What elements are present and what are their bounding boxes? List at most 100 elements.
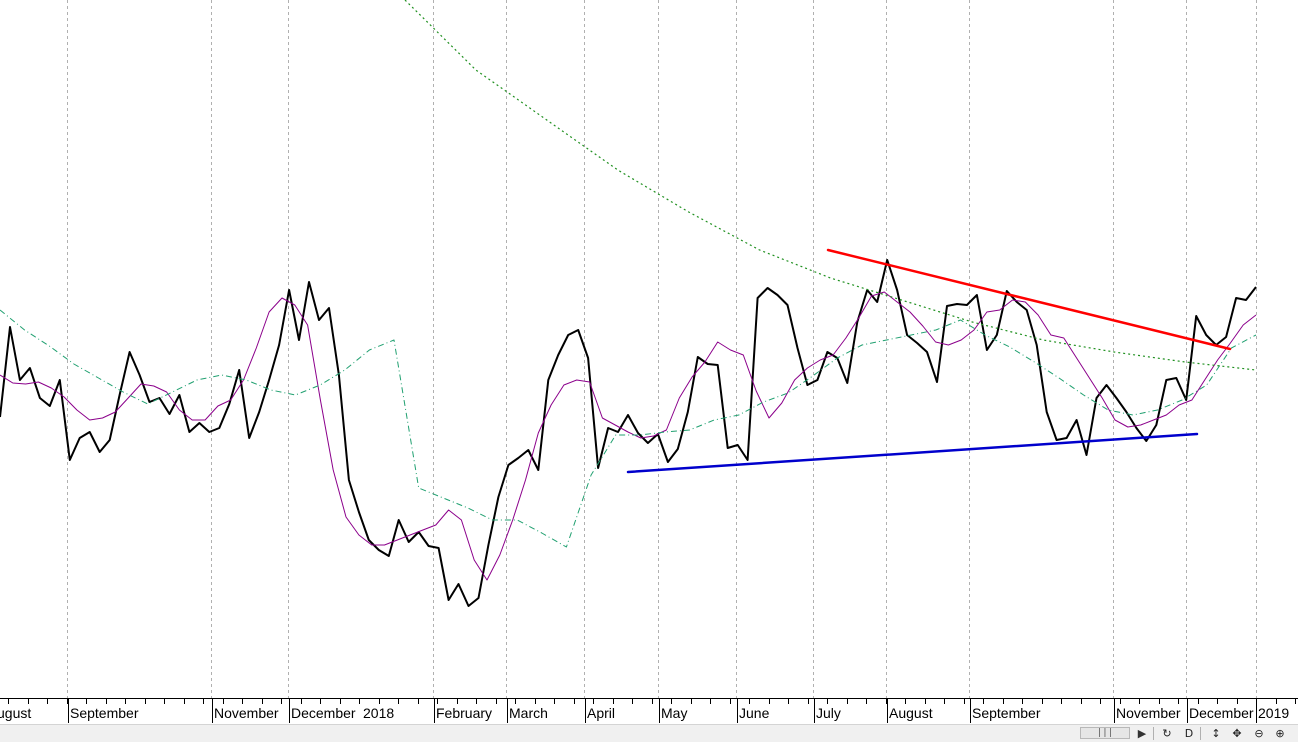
axis-minor-tick <box>535 699 536 704</box>
axis-minor-tick <box>574 699 575 704</box>
toolbar-divider <box>1200 727 1201 740</box>
axis-minor-tick <box>944 699 945 704</box>
axis-minor-tick <box>1100 699 1101 704</box>
axis-major-tick <box>68 699 69 723</box>
axis-minor-tick <box>28 699 29 704</box>
x-tick-label-june: June <box>739 705 770 721</box>
axis-minor-tick <box>67 699 68 704</box>
axis-minor-tick <box>301 699 302 704</box>
axis-minor-tick <box>1003 699 1004 704</box>
series-group <box>0 0 1257 607</box>
period-d-icon[interactable]: D <box>1184 727 1194 740</box>
axis-major-tick <box>585 699 586 723</box>
axis-major-tick <box>737 699 738 723</box>
axis-minor-tick <box>905 699 906 704</box>
axis-minor-tick <box>379 699 380 704</box>
axis-minor-tick <box>242 699 243 704</box>
axis-minor-tick <box>769 699 770 704</box>
axis-minor-tick <box>1022 699 1023 704</box>
fast-ma-line <box>0 291 1257 581</box>
vertical-resize-icon[interactable]: ↕ <box>1211 727 1221 740</box>
x-tick-label-may: May <box>661 705 688 721</box>
axis-major-tick <box>289 699 290 723</box>
axis-major-tick <box>1187 699 1188 723</box>
axis-minor-tick <box>983 699 984 704</box>
axis-minor-tick <box>1178 699 1179 704</box>
x-tick-label-december: December <box>291 705 356 721</box>
axis-minor-tick <box>106 699 107 704</box>
zoom-out-icon[interactable]: ⊖ <box>1254 727 1264 740</box>
x-tick-label-2019: 2019 <box>1258 705 1290 721</box>
axis-major-tick <box>659 699 660 723</box>
axis-major-tick <box>970 699 971 723</box>
axis-minor-tick <box>515 699 516 704</box>
axis-major-tick <box>887 699 888 723</box>
support-trendline[interactable] <box>626 432 1199 474</box>
axis-major-tick <box>1256 699 1257 723</box>
axis-minor-tick <box>145 699 146 704</box>
x-tick-label-november-2: November <box>1116 705 1181 721</box>
axis-minor-tick <box>47 699 48 704</box>
axis-minor-tick <box>437 699 438 704</box>
x-tick-label-april: April <box>587 705 616 721</box>
axis-minor-tick <box>1139 699 1140 704</box>
toolbar-divider <box>1153 727 1154 740</box>
axis-minor-tick <box>262 699 263 704</box>
scroll-thumb[interactable]: ||| <box>1080 727 1130 739</box>
x-tick-label-ugust: ugust <box>0 705 32 721</box>
axis-minor-tick <box>457 699 458 704</box>
axis-minor-tick <box>1276 699 1277 704</box>
axis-minor-tick <box>359 699 360 704</box>
axis-minor-tick <box>827 699 828 704</box>
axis-minor-tick <box>613 699 614 704</box>
x-tick-label-november: November <box>214 705 279 721</box>
axis-minor-tick <box>203 699 204 704</box>
chart-plot-area[interactable] <box>0 0 1298 698</box>
axis-minor-tick <box>86 699 87 704</box>
axis-minor-tick <box>749 699 750 704</box>
trend-curve-line <box>404 0 1257 371</box>
axis-minor-tick <box>593 699 594 704</box>
axis-minor-tick <box>1295 699 1296 704</box>
axis-minor-tick <box>1198 699 1199 704</box>
axis-minor-tick <box>925 699 926 704</box>
x-tick-label-september: September <box>70 705 139 721</box>
pan-crosshair-icon[interactable]: ✥ <box>1232 727 1242 740</box>
axis-major-tick <box>814 699 815 723</box>
zoom-in-icon[interactable]: ⊕ <box>1275 727 1285 740</box>
axis-minor-tick <box>496 699 497 704</box>
axis-minor-tick <box>788 699 789 704</box>
axis-minor-tick <box>8 699 9 704</box>
axis-minor-tick <box>223 699 224 704</box>
axis-minor-tick <box>691 699 692 704</box>
axis-minor-tick <box>1081 699 1082 704</box>
vertical-gridlines <box>67 0 1257 698</box>
axis-major-tick <box>212 699 213 723</box>
x-tick-label-july: July <box>816 705 841 721</box>
x-tick-label-december-2: December <box>1189 705 1254 721</box>
x-tick-label-march: March <box>509 705 548 721</box>
trendline-group <box>626 248 1232 474</box>
axis-minor-tick <box>652 699 653 704</box>
axis-minor-tick <box>1159 699 1160 704</box>
axis-minor-tick <box>476 699 477 704</box>
axis-minor-tick <box>1120 699 1121 704</box>
axis-minor-tick <box>1217 699 1218 704</box>
refresh-icon[interactable]: ↻ <box>1162 727 1172 740</box>
scroll-right-icon[interactable]: ▶ <box>1137 727 1147 740</box>
axis-minor-tick <box>964 699 965 704</box>
axis-minor-tick <box>730 699 731 704</box>
price-line <box>0 259 1257 607</box>
x-tick-label-august: August <box>889 705 933 721</box>
axis-minor-tick <box>710 699 711 704</box>
time-axis: ugust September November December 2018 Februa… <box>0 698 1298 725</box>
x-tick-label-february: February <box>436 705 493 721</box>
axis-minor-tick <box>320 699 321 704</box>
axis-minor-tick <box>1061 699 1062 704</box>
resistance-trendline[interactable] <box>826 248 1232 351</box>
axis-minor-tick <box>808 699 809 704</box>
horizontal-scrollbar[interactable]: ||| ▶ ↻ D ↕ ✥ ⊖ ⊕ <box>0 724 1298 742</box>
axis-minor-tick <box>671 699 672 704</box>
axis-minor-tick <box>164 699 165 704</box>
axis-minor-tick <box>554 699 555 704</box>
